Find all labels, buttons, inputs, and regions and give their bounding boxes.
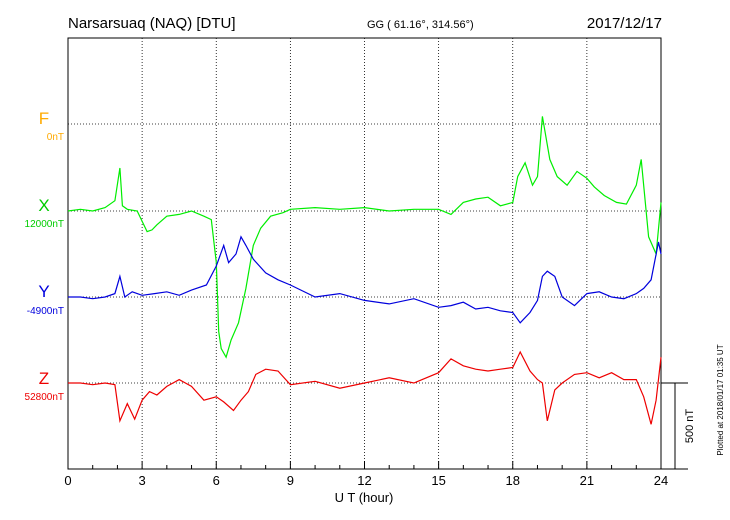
coords-label: GG ( 61.16°, 314.56°) (367, 19, 474, 31)
plotted-note: Plotted at 2018/01/17 01:35 UT (716, 344, 725, 455)
x-tick-label: 21 (580, 473, 594, 488)
x-tick-label: 12 (357, 473, 371, 488)
x-tick-label: 9 (287, 473, 294, 488)
x-tick-label: 18 (506, 473, 520, 488)
grid-lines (68, 38, 661, 469)
series-label-f: F (39, 109, 49, 128)
baseline-label-y: -4900nT (27, 306, 64, 317)
scale-bar-label: 500 nT (684, 409, 696, 444)
x-tick-label: 3 (139, 473, 146, 488)
series-label-z: Z (39, 369, 49, 388)
x-tick-label: 6 (213, 473, 220, 488)
series-line-z (68, 350, 662, 425)
x-tick-label: 0 (64, 473, 71, 488)
series-label-x: X (38, 196, 49, 215)
series-label-y: Y (38, 282, 49, 301)
series-lines (67, 116, 662, 425)
x-tick-label: 24 (654, 473, 668, 488)
scale-bar (661, 382, 688, 470)
x-tick-label: 15 (431, 473, 445, 488)
date-label: 2017/12/17 (587, 15, 662, 32)
station-title: Narsarsuaq (NAQ) [DTU] (68, 15, 236, 32)
baseline-label-f: 0nT (47, 132, 64, 143)
series-line-x (67, 116, 662, 359)
baseline-label-z: 52800nT (25, 392, 64, 403)
series-line-y (68, 235, 662, 324)
x-axis-label: U T (hour) (335, 490, 394, 505)
baseline-label-x: 12000nT (25, 219, 64, 230)
x-axis-ticks: 0 3 6 9 12 15 18 21 24 (64, 461, 668, 488)
